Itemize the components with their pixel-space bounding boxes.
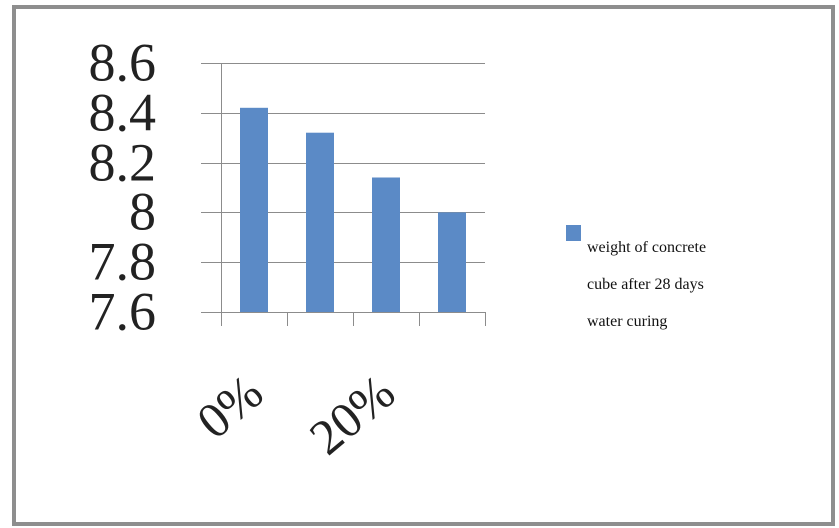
y-tick-label: 7.8 bbox=[89, 232, 157, 292]
x-tick-label: 20% bbox=[299, 364, 405, 466]
bars bbox=[240, 107, 466, 312]
legend-label: weight of concrete bbox=[587, 239, 706, 256]
bar bbox=[438, 212, 466, 312]
bar bbox=[306, 132, 334, 312]
y-tick-label: 8.2 bbox=[89, 133, 157, 193]
y-tick-label: 8 bbox=[129, 182, 156, 242]
axes bbox=[201, 63, 486, 326]
chart-frame bbox=[12, 5, 835, 526]
legend-label: cube after 28 days bbox=[587, 276, 704, 293]
legend-swatch bbox=[566, 225, 581, 241]
y-tick-labels: 8.68.48.287.87.6 bbox=[89, 33, 157, 342]
legend-label: water curing bbox=[587, 313, 667, 330]
legend: weight of concrete cube after 28 days wate… bbox=[566, 225, 706, 330]
y-tick-label: 8.4 bbox=[89, 83, 157, 143]
bar bbox=[240, 107, 268, 312]
y-tick-label: 8.6 bbox=[89, 33, 157, 93]
y-tick-label: 7.6 bbox=[89, 282, 157, 342]
x-tick-label: 0% bbox=[186, 364, 273, 450]
bar bbox=[372, 177, 400, 312]
x-tick-labels: 0% 20% bbox=[186, 364, 405, 466]
